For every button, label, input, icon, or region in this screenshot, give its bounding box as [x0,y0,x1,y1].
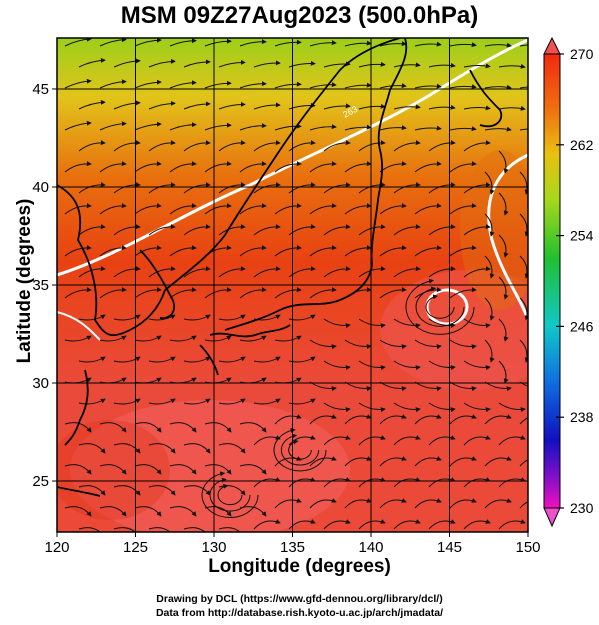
x-tick-label: 140 [358,539,383,556]
streamlines [64,38,528,532]
credit-drawing: Drawing by DCL (https://www.gfd-dennou.o… [156,593,443,605]
y-tick-label: 35 [32,277,49,294]
lat-lon-grid [57,38,528,532]
map-title: MSM 09Z27Aug2023 (500.0hPa) [120,2,479,29]
colorbar: 270 262 254 246 238 230 [543,36,594,528]
contour-line-263 [57,38,528,277]
y-tick-label: 45 [32,81,49,98]
y-tick-label: 30 [32,375,49,392]
colorbar-tick-label: 246 [570,318,594,334]
colorbar-top-arrow [543,36,561,55]
contour-closed-ring [425,288,469,326]
field-shading [57,38,528,532]
colorbar-tick-label: 262 [570,137,594,153]
coastlines [57,38,503,497]
colorbar-scale [543,53,561,509]
x-tick-label: 120 [44,539,69,556]
x-tick-label: 150 [515,539,540,556]
colorbar-tick-label: 230 [570,500,594,516]
y-axis-title: Latitude (degrees) [14,198,35,364]
colorbar-bottom-arrow [543,507,561,528]
y-tick-label: 40 [32,179,49,196]
x-tick-label: 125 [123,539,148,556]
x-axis-ticks: 120 125 130 135 140 145 150 [44,532,541,556]
x-tick-label: 130 [201,539,226,556]
y-axis-ticks: 25 30 35 40 45 [32,81,57,490]
colorbar-tick-label: 254 [570,228,594,244]
credit-data: Data from http://database.rish.kyoto-u.a… [155,607,444,619]
colorbar-tick-label: 238 [570,409,594,425]
colorbar-tick-label: 270 [570,46,594,62]
x-tick-label: 145 [437,539,462,556]
x-axis-title: Longitude (degrees) [208,556,391,577]
x-tick-label: 135 [280,539,305,556]
y-tick-label: 25 [32,473,49,490]
